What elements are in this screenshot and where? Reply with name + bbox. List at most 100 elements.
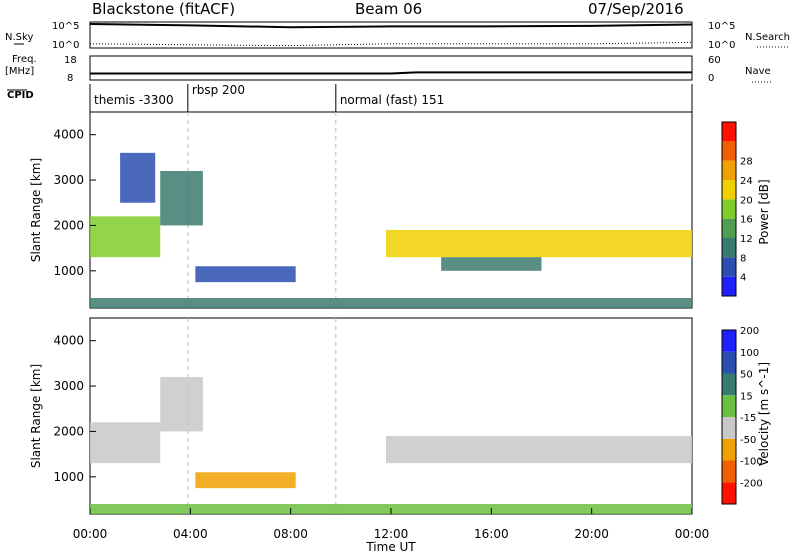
power-data xyxy=(90,112,692,308)
velocity-colorbar-swatch xyxy=(722,417,736,439)
velocity-panel-frame xyxy=(89,317,693,515)
velocity-band xyxy=(385,435,692,464)
velocity-colorbar-tick-label: 200 xyxy=(740,326,759,337)
velocity-ylabel: Slant Range [km] xyxy=(29,364,43,468)
beam-title: Beam 06 xyxy=(355,0,422,18)
freq-label: Freq. xyxy=(12,54,37,65)
x-tick-label: 00:00 xyxy=(73,527,108,541)
power-colorbar-swatch xyxy=(722,141,736,161)
power-yaxis: 1000 2000 3000 4000 xyxy=(53,128,96,278)
freq-line xyxy=(90,71,692,75)
y-tick-label: 3000 xyxy=(53,379,84,393)
power-band xyxy=(160,170,203,226)
nsearch-label: N.Search xyxy=(745,32,790,43)
power-colorbar-swatch xyxy=(722,238,736,258)
y-tick-label: 4000 xyxy=(53,334,84,348)
velocity-colorbar-tick-label: 100 xyxy=(740,348,759,359)
power-colorbar-tick-label: 12 xyxy=(740,234,753,245)
y-tick-label: 1000 xyxy=(53,264,84,278)
velocity-colorbar-tick-label: -50 xyxy=(740,435,756,446)
nsky-tick-high: 10^5 xyxy=(52,21,79,32)
velocity-colorbar-tick-label: -15 xyxy=(740,413,756,424)
freq-tick-low: 8 xyxy=(67,73,73,84)
cpid-segments: themis -3300 rbsp 200 normal (fast) 151 xyxy=(89,83,693,112)
freq-panel-frame xyxy=(89,55,693,81)
power-colorbar-tick-label: 4 xyxy=(740,273,746,284)
power-colorbar-swatch xyxy=(722,199,736,219)
velocity-band xyxy=(160,376,203,432)
nsky-label: N.Sky xyxy=(5,32,33,43)
velocity-colorbar: -200 -100 -50 -15 15 50 100 200 xyxy=(721,326,763,505)
freq-unit-label: [MHz] xyxy=(5,66,34,77)
freq-series xyxy=(90,71,692,75)
nsky-series xyxy=(89,23,693,47)
time-axis: 00:00 04:00 08:00 12:00 16:00 20:00 00:00 xyxy=(73,508,710,541)
y-tick-label: 1000 xyxy=(53,470,84,484)
y-tick-label: 2000 xyxy=(53,218,84,232)
velocity-colorbar-swatch xyxy=(722,482,736,504)
velocity-colorbar-swatch xyxy=(722,330,736,352)
velocity-band xyxy=(195,472,296,489)
cpid-segment-label: themis -3300 xyxy=(94,93,174,107)
nave-label: Nave xyxy=(745,66,771,77)
power-colorbar-swatch xyxy=(722,180,736,200)
power-colorbar-tick-label: 8 xyxy=(740,253,746,264)
cpid-label: CPID xyxy=(7,90,34,101)
power-colorbar-swatch xyxy=(722,160,736,180)
velocity-colorbar-swatch xyxy=(722,395,736,417)
velocity-colorbar-frame xyxy=(721,329,737,505)
velocity-colorbar-tick-label: 50 xyxy=(740,370,753,381)
velocity-colorbar-tick-label: 15 xyxy=(740,391,753,402)
velocity-colorbar-tick-label: -100 xyxy=(740,457,763,468)
y-tick-label: 3000 xyxy=(53,173,84,187)
power-colorbar-tick-label: 24 xyxy=(740,176,753,187)
power-colorbar-tick-label: 20 xyxy=(740,195,753,206)
x-tick-label: 20:00 xyxy=(574,527,609,541)
power-colorbar-tick-label: 28 xyxy=(740,157,753,168)
x-tick-label: 16:00 xyxy=(474,527,509,541)
cpid-segment-label: rbsp 200 xyxy=(192,83,245,97)
y-tick-label: 4000 xyxy=(53,128,84,142)
x-tick-label: 12:00 xyxy=(374,527,409,541)
velocity-colorbar-swatch xyxy=(722,373,736,396)
velocity-colorbar-swatch xyxy=(722,438,736,461)
x-tick-label: 08:00 xyxy=(273,527,308,541)
power-band xyxy=(90,216,161,258)
nsky-tick-low: 10^0 xyxy=(52,40,79,51)
station-title: Blackstone (fitACF) xyxy=(92,0,235,18)
velocity-band xyxy=(90,422,161,464)
x-tick-label: 04:00 xyxy=(173,527,208,541)
power-colorbar-swatch xyxy=(722,276,736,296)
power-band xyxy=(120,152,156,203)
power-band xyxy=(195,266,296,283)
power-colorbar: 4 8 12 16 20 24 28 xyxy=(721,121,753,297)
power-band xyxy=(90,298,692,308)
nsearch-tick-low: 10^0 xyxy=(708,40,735,51)
nave-tick-high: 60 xyxy=(708,55,721,66)
nsearch-tick-high: 10^5 xyxy=(708,21,735,32)
x-tick-label: 00:00 xyxy=(675,527,710,541)
power-colorbar-swatch xyxy=(722,122,736,142)
velocity-colorbar-label: Velocity [m s^-1] xyxy=(757,362,771,466)
nsky-panel-frame xyxy=(89,21,693,49)
velocity-colorbar-tick-label: -200 xyxy=(740,478,763,489)
xaxis-label: Time UT xyxy=(365,540,416,554)
power-ylabel: Slant Range [km] xyxy=(29,158,43,262)
power-colorbar-swatch xyxy=(722,257,736,277)
power-colorbar-label: Power [dB] xyxy=(757,179,771,244)
nave-tick-low: 0 xyxy=(708,73,714,84)
nsky-line xyxy=(89,23,693,29)
date-title: 07/Sep/2016 xyxy=(588,0,684,18)
power-band xyxy=(441,257,542,271)
y-tick-label: 2000 xyxy=(53,424,84,438)
power-colorbar-tick-label: 16 xyxy=(740,215,753,226)
cpid-segment-label: normal (fast) 151 xyxy=(340,93,444,107)
power-colorbar-frame xyxy=(721,121,737,297)
nsearch-line xyxy=(89,41,693,47)
power-band xyxy=(385,229,692,258)
power-colorbar-swatch xyxy=(722,218,736,238)
velocity-colorbar-swatch xyxy=(722,351,736,374)
velocity-colorbar-swatch xyxy=(722,460,736,483)
freq-tick-high: 18 xyxy=(64,55,77,66)
